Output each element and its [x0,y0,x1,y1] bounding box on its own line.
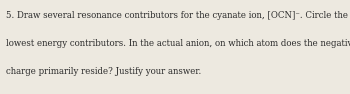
Text: 5. Draw several resonance contributors for the cyanate ion, [OCN]⁻. Circle the t: 5. Draw several resonance contributors f… [6,11,350,20]
Text: charge primarily reside? Justify your answer.: charge primarily reside? Justify your an… [6,67,202,76]
Text: lowest energy contributors. In the actual anion, on which atom does the negative: lowest energy contributors. In the actua… [6,39,350,48]
